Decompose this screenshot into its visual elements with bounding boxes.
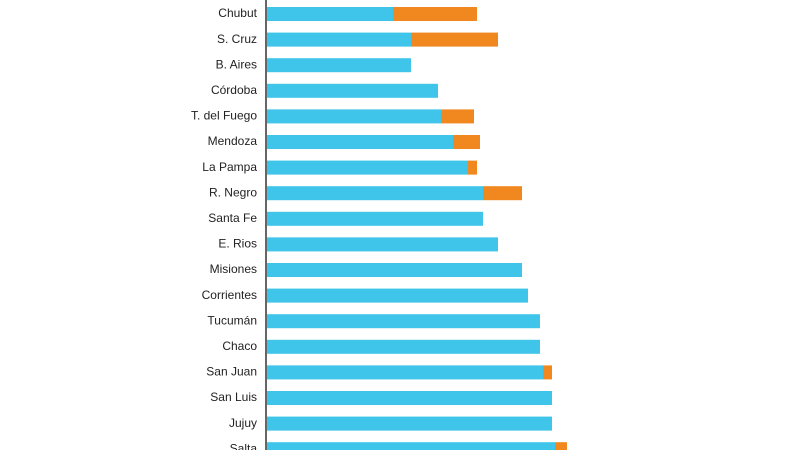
bar-segment bbox=[267, 416, 552, 431]
category-label: La Pampa bbox=[202, 160, 257, 174]
bar-segment bbox=[441, 109, 474, 124]
category-label: Chaco bbox=[222, 339, 257, 353]
bar-segment bbox=[267, 314, 540, 329]
bar-segment bbox=[267, 339, 540, 354]
category-label: Chubut bbox=[218, 6, 257, 20]
bar-segment bbox=[267, 58, 411, 73]
bar-segment bbox=[468, 160, 477, 175]
category-label: R. Negro bbox=[209, 185, 257, 199]
category-label: Misiones bbox=[210, 262, 257, 276]
bar-segment bbox=[267, 442, 555, 450]
category-label: S. Cruz bbox=[217, 32, 257, 46]
category-label: Corrientes bbox=[202, 288, 257, 302]
bar-segment bbox=[267, 391, 552, 405]
bar-segment bbox=[483, 186, 522, 201]
category-label: B. Aires bbox=[216, 57, 257, 71]
category-label: Jujuy bbox=[229, 416, 257, 430]
category-label: Santa Fe bbox=[208, 211, 257, 225]
bar-segment bbox=[543, 365, 552, 380]
bar-segment bbox=[555, 442, 567, 450]
category-label: San Luis bbox=[210, 390, 257, 404]
bar-segment bbox=[267, 263, 522, 277]
bar-segment bbox=[267, 365, 543, 380]
category-label: Mendoza bbox=[208, 134, 258, 148]
category-label: Tucumán bbox=[207, 313, 257, 327]
bar-segment bbox=[453, 135, 480, 149]
category-label: E. Rios bbox=[218, 237, 257, 251]
bar-segment bbox=[267, 7, 393, 21]
bar-segment bbox=[267, 186, 483, 201]
bar-segment bbox=[267, 211, 483, 226]
bar-segment bbox=[267, 160, 468, 175]
category-label: Salta bbox=[230, 441, 258, 450]
category-label: T. del Fuego bbox=[191, 109, 257, 123]
bar-segment bbox=[267, 109, 441, 124]
bar-segment bbox=[267, 32, 411, 47]
bar-segment bbox=[267, 135, 453, 149]
bar-segment bbox=[393, 7, 477, 21]
bar-segment bbox=[267, 83, 438, 98]
category-label: San Juan bbox=[206, 365, 257, 379]
bar-segment bbox=[267, 288, 528, 303]
bar-segment bbox=[411, 32, 498, 47]
category-label: Córdoba bbox=[211, 83, 257, 97]
bar-segment bbox=[267, 237, 498, 252]
